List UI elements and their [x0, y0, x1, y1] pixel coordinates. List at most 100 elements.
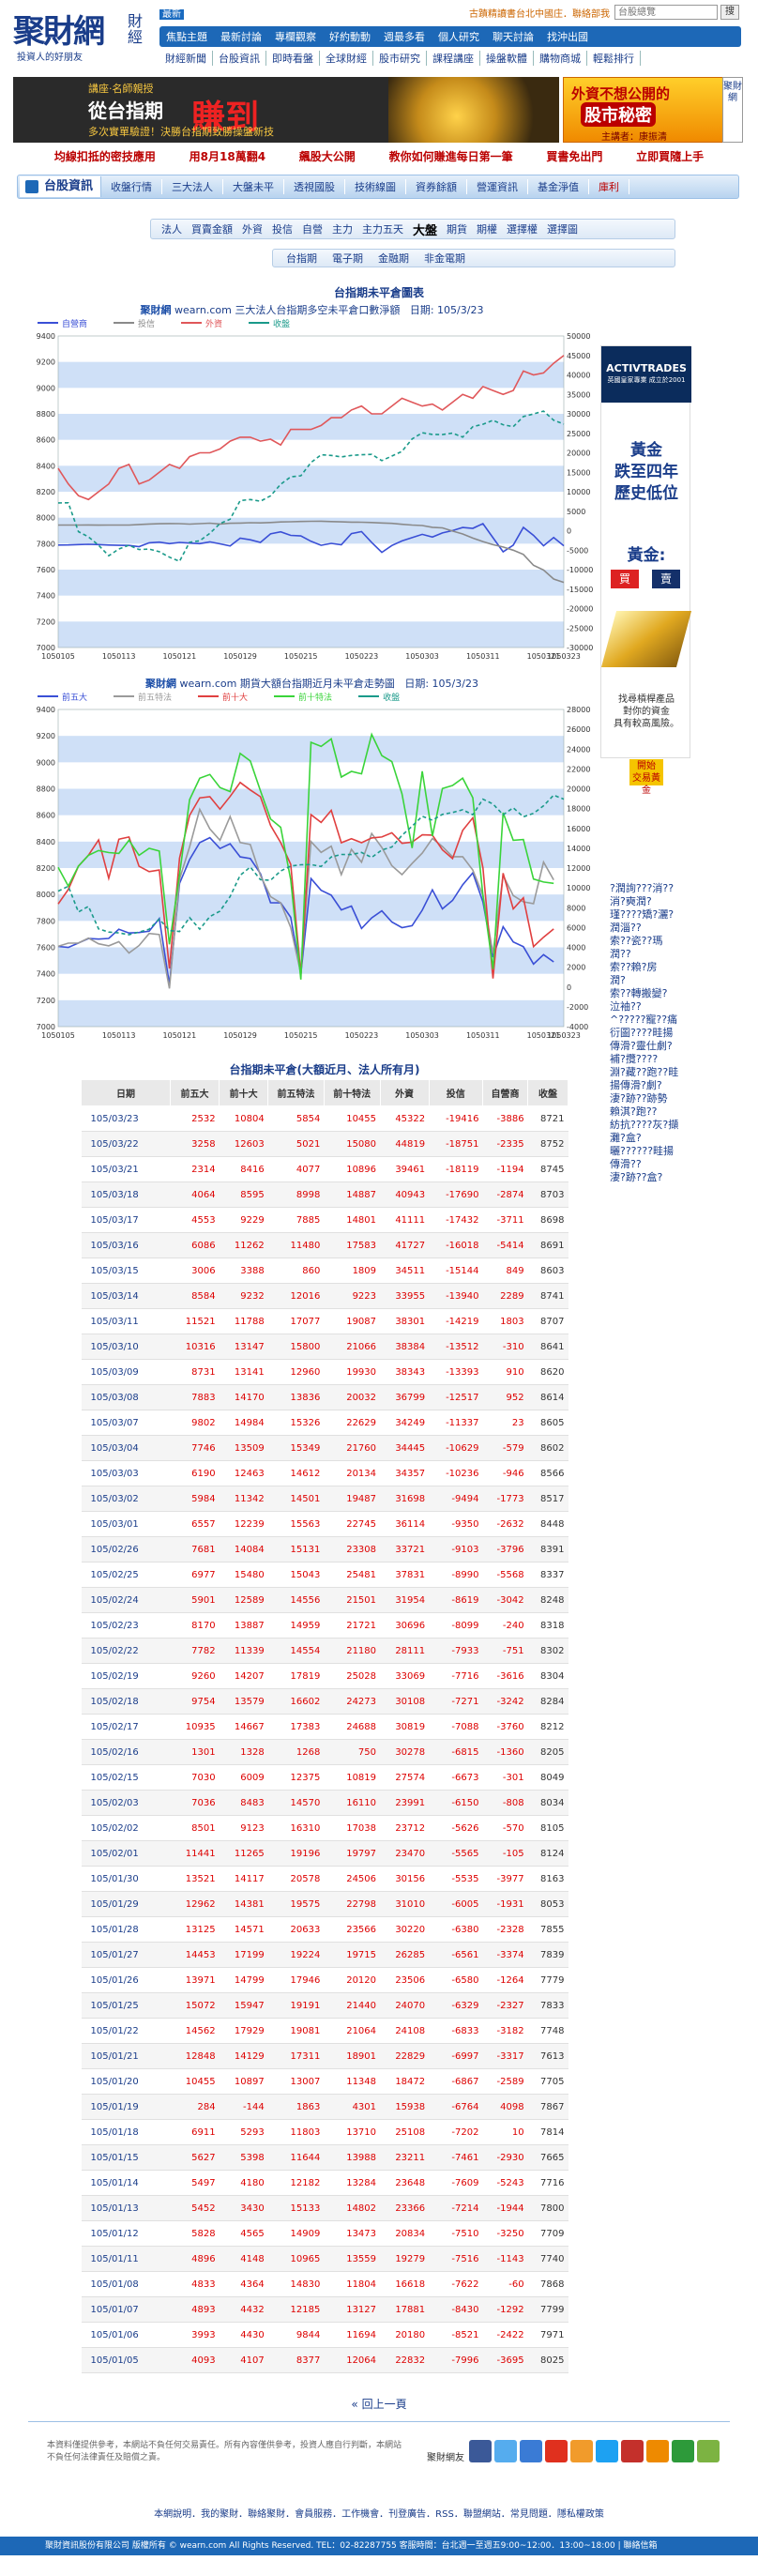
category-nav-item[interactable]: 自營 — [302, 223, 323, 236]
stock-info-nav-hot[interactable]: 庫利 — [589, 179, 630, 194]
category-nav-item[interactable]: 投信 — [272, 223, 293, 236]
table-cell: -16018 — [429, 1232, 483, 1258]
table-row: 105/01/08 4833 4364 14830 11804 16618 -7622 -60… — [81, 2271, 568, 2297]
rss-icon[interactable] — [646, 2440, 669, 2462]
main-nav-item[interactable]: 好約動動 — [329, 31, 371, 43]
table-cell: -8099 — [429, 1612, 483, 1639]
stock-info-nav-item[interactable]: 基金淨值 — [528, 179, 590, 194]
futures-nav-item[interactable]: 台指期 — [286, 252, 317, 265]
promo-link[interactable]: 教你如何賺進每日第一筆 — [388, 150, 513, 163]
back-link[interactable]: « 回上一頁 — [351, 2398, 407, 2411]
table-row: 105/01/18 6911 5293 11803 13710 25108 -7202 10 7… — [81, 2119, 568, 2145]
line-icon[interactable] — [596, 2440, 618, 2462]
sidebar-garbled-text[interactable]: ?潤詢???消?? 消?奭潤? 瑾????矯?灑? 潤淄?? 索??瓷??瑪 潤… — [610, 882, 679, 1183]
main-nav-item[interactable]: 最新討論 — [220, 31, 262, 43]
mobile-icon[interactable] — [672, 2440, 694, 2462]
table-cell: 9229 — [219, 1207, 268, 1233]
category-nav-item[interactable]: 大盤 — [413, 223, 438, 238]
table-cell: 5293 — [219, 2119, 268, 2145]
promo-link[interactable]: 均線扣抵的密技應用 — [53, 150, 156, 163]
main-nav-item[interactable]: 專欄觀察 — [275, 31, 316, 43]
category-nav-item[interactable]: 選擇權 — [507, 223, 538, 236]
futures-nav-item[interactable]: 金融期 — [378, 252, 409, 265]
table-cell: 34357 — [380, 1460, 430, 1486]
app-icon[interactable] — [697, 2440, 720, 2462]
stock-info-nav-item[interactable]: 透視國股 — [284, 179, 346, 194]
promo-link[interactable]: 用8月18萬翻4 — [189, 150, 266, 163]
legend-label: 前十大 — [222, 694, 249, 703]
secondary-nav-item[interactable]: 購物商城 — [534, 51, 587, 66]
facebook-icon[interactable] — [469, 2440, 492, 2462]
table-cell: -15144 — [429, 1258, 483, 1284]
category-nav-item[interactable]: 選擇圖 — [547, 223, 579, 236]
plurk-icon[interactable] — [520, 2440, 542, 2462]
category-nav-item[interactable]: 法人 — [161, 223, 182, 236]
top-links[interactable]: 古蹟精讀書台北中國庄．聯絡部我 — [469, 9, 610, 20]
main-nav-item[interactable]: 聊天討論 — [493, 31, 534, 43]
table-cell: 8641 — [527, 1334, 568, 1360]
main-nav-item[interactable]: 週最多看 — [384, 31, 425, 43]
course-banner[interactable]: 講座‧名師親授 從台指期 賺到 多次實單驗證！決勝台指期致勝操盤新技 — [13, 77, 559, 143]
promo-link[interactable]: 飆股大公開 — [298, 150, 356, 163]
secondary-nav-item[interactable]: 股市研究 — [373, 51, 427, 66]
table-cell: 105/03/01 — [81, 1511, 171, 1537]
twitter-icon[interactable] — [494, 2440, 517, 2462]
stock-info-nav-item[interactable]: 營運資訊 — [467, 179, 529, 194]
futures-nav-item[interactable]: 電子期 — [332, 252, 363, 265]
promo-link[interactable]: 立即買隨上手 — [636, 150, 705, 163]
secondary-nav-item[interactable]: 操盤軟體 — [480, 51, 534, 66]
ad-cta-button[interactable]: 開始 交易黃金 — [629, 759, 663, 796]
table-cell: -19416 — [429, 1105, 483, 1132]
secondary-nav-item[interactable]: 全球財經 — [320, 51, 373, 66]
category-nav-item[interactable]: 主力 — [332, 223, 353, 236]
footer-links[interactable]: 本網說明．我的聚財．聯絡聚財．會員服務．工作機會．刊登廣告．RSS．聯盟網站．常… — [154, 2509, 604, 2520]
table-cell: 10 — [482, 2119, 528, 2145]
main-nav-item[interactable]: 找沖出國 — [547, 31, 588, 43]
book-banner[interactable]: 外資不想公開的 股市秘密 主講者：康振清 — [563, 77, 737, 143]
promo-link[interactable]: 買書免出門 — [546, 150, 603, 163]
search-input[interactable] — [614, 5, 718, 20]
site-logo[interactable]: 聚財網 財經 投資人的好朋友 — [13, 6, 154, 68]
google-plus-icon[interactable] — [545, 2440, 568, 2462]
table-cell: -6833 — [429, 2018, 483, 2044]
stock-info-home-tab[interactable]: 台股資訊 — [20, 176, 102, 197]
table-cell: 13509 — [219, 1435, 268, 1461]
secondary-nav-item[interactable]: 即時看盤 — [266, 51, 320, 66]
table-cell: 1863 — [267, 2094, 325, 2120]
table-header-cell: 日期 — [81, 1079, 171, 1106]
table-cell: 105/01/25 — [81, 1992, 171, 2019]
side-mini-ad[interactable]: 聚財網 — [722, 77, 743, 143]
table-row: 105/02/24 5901 12589 14556 21501 31954 -8619 -3… — [81, 1587, 568, 1613]
table-cell: 8691 — [527, 1232, 568, 1258]
category-nav-item[interactable]: 外資 — [242, 223, 263, 236]
secondary-nav-item[interactable]: 財經新聞 — [159, 51, 213, 66]
main-nav-item[interactable]: 焦點主題 — [166, 31, 207, 43]
gold-trading-ad[interactable]: ACTIVTRADES 英國皇家專業 成立於2001 黃金 跌至四年 歷史低位 … — [600, 345, 692, 796]
table-row: 105/02/26 7681 14084 15131 23308 33721 -9103 -3… — [81, 1536, 568, 1562]
table-cell: -10236 — [429, 1460, 483, 1486]
ad-buy-button[interactable]: 買 — [611, 570, 639, 588]
stock-info-nav-item[interactable]: 三大法人 — [162, 179, 224, 194]
category-nav-item[interactable]: 期貨 — [447, 223, 468, 236]
secondary-nav-item[interactable]: 課程講座 — [427, 51, 480, 66]
stock-info-nav-item[interactable]: 收盤行情 — [101, 179, 163, 194]
table-cell: 11694 — [324, 2322, 381, 2348]
stock-info-nav-item[interactable]: 大盤未平 — [223, 179, 285, 194]
category-nav-item[interactable]: 主力五天 — [362, 223, 403, 236]
main-nav-item[interactable]: 個人研究 — [438, 31, 479, 43]
secondary-nav-item[interactable]: 輕鬆排行 — [587, 51, 641, 66]
secondary-nav-item[interactable]: 台股資訊 — [213, 51, 266, 66]
table-cell: 2314 — [170, 1156, 220, 1182]
futures-nav-item[interactable]: 非金電期 — [424, 252, 465, 265]
stock-info-nav-item[interactable]: 技術線圖 — [345, 179, 407, 194]
table-cell: 12463 — [219, 1460, 268, 1486]
category-nav-item[interactable]: 買賣金額 — [191, 223, 233, 236]
youtube-icon[interactable] — [621, 2440, 644, 2462]
legend-entry: 投信 — [114, 317, 155, 329]
search-button[interactable]: 搜 — [720, 5, 739, 20]
category-nav-item[interactable]: 期權 — [477, 223, 498, 236]
weibo-icon[interactable] — [570, 2440, 593, 2462]
book-banner-author: 主講者：康振清 — [601, 132, 667, 143]
ad-sell-button[interactable]: 賣 — [652, 570, 680, 588]
stock-info-nav-item[interactable]: 資券餘額 — [406, 179, 468, 194]
